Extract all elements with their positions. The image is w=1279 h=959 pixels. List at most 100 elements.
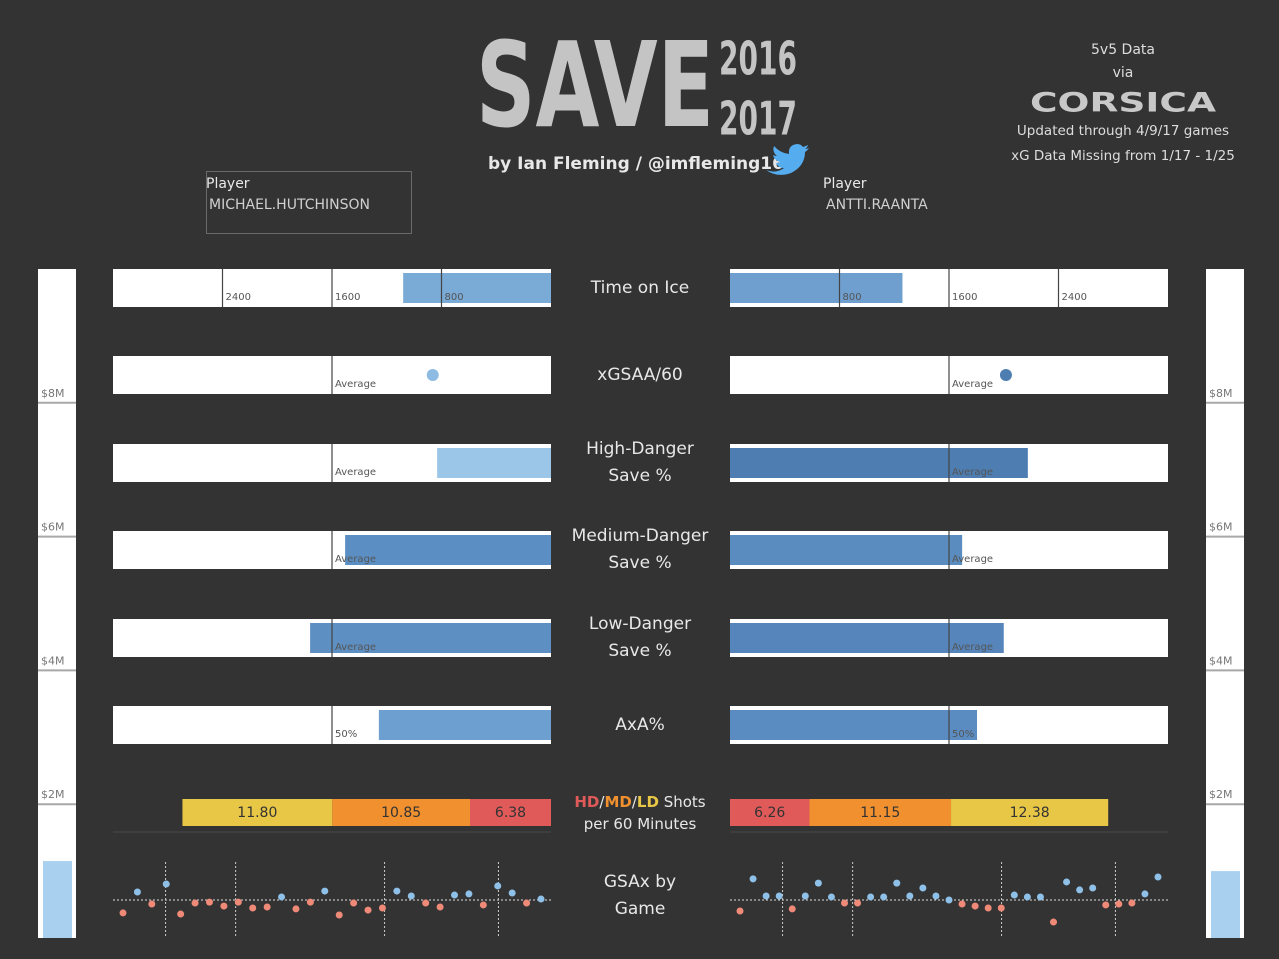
game-dot	[436, 903, 444, 911]
bar-segment	[332, 799, 471, 826]
game-dot	[148, 900, 156, 908]
game-dot	[1063, 878, 1071, 886]
game-dot	[292, 905, 300, 913]
game-dot	[827, 893, 835, 901]
game-dot	[1154, 873, 1162, 881]
metric-title: AxA%	[615, 714, 665, 735]
y-tick-label: $8M	[1209, 387, 1233, 400]
game-dot	[177, 910, 185, 918]
metric-title: HD/MD/LD Shots per 60 Minutes	[560, 789, 720, 837]
y-tick-label: $2M	[41, 788, 65, 801]
logo-title: SAVE	[476, 16, 714, 154]
value-label: 11.15	[860, 805, 900, 821]
y-tick-label: $6M	[1209, 521, 1233, 534]
game-dot	[119, 909, 127, 917]
game-dot	[1023, 893, 1031, 901]
bar	[310, 623, 551, 653]
bar	[403, 273, 551, 303]
legend-name: HD	[574, 793, 600, 811]
source-logo: CORSICA	[1030, 88, 1216, 119]
bar	[378, 710, 551, 740]
game-dot	[762, 892, 770, 900]
game-dot	[523, 899, 531, 907]
dot	[426, 369, 439, 381]
game-dot	[350, 899, 358, 907]
player-name[interactable]: ANTTI.RAANTA	[826, 197, 928, 213]
game-dot	[1102, 901, 1110, 909]
game-dot	[205, 898, 213, 906]
game-dot	[880, 893, 888, 901]
game-dot	[364, 906, 372, 914]
metric-title: High-Danger Save %	[586, 439, 694, 486]
panel	[1206, 269, 1244, 938]
metric-title: Low-Danger Save %	[588, 614, 692, 661]
game-dot	[801, 892, 809, 900]
value-label: 6.26	[754, 805, 785, 821]
metric-title: xGSAA/60	[597, 364, 683, 385]
game-dot	[451, 891, 459, 899]
game-dot	[321, 887, 329, 895]
game-dot	[422, 899, 430, 907]
game-dot	[133, 888, 141, 896]
tick-label: 50%	[335, 729, 357, 740]
y-tick-label: $6M	[41, 521, 65, 534]
game-dot	[162, 880, 170, 888]
bar-segment	[809, 799, 952, 826]
tick-label: 1600	[952, 292, 977, 303]
source-note: xG Data Missing from 1/17 - 1/25	[1011, 148, 1235, 164]
game-dot	[736, 907, 744, 915]
game-dot	[1010, 891, 1018, 899]
game-dot	[393, 887, 401, 895]
tick-label: 2400	[1062, 292, 1087, 303]
player-label: Player	[823, 176, 867, 192]
game-dot	[919, 884, 927, 892]
game-dot	[893, 879, 901, 887]
byline: by Ian Fleming / @imfleming16	[488, 154, 784, 174]
game-dot	[263, 903, 271, 911]
game-dot	[1115, 900, 1123, 908]
player-name[interactable]: MICHAEL.HUTCHINSON	[209, 197, 370, 213]
game-dot	[775, 892, 783, 900]
value-label: 10.85	[381, 805, 421, 821]
separator: /	[599, 793, 605, 811]
bar	[730, 623, 1004, 653]
source-line: 5v5 Data	[1091, 42, 1155, 58]
value-label: 6.38	[495, 805, 526, 821]
tick-label: Average	[952, 467, 993, 478]
value-label: 11.80	[237, 805, 277, 821]
y-tick-label: $8M	[41, 387, 65, 400]
game-dot	[407, 892, 415, 900]
game-dot	[1089, 884, 1097, 892]
player-label: Player	[206, 176, 250, 192]
bar-segment	[182, 799, 333, 826]
game-dot	[378, 904, 386, 912]
tick-label: Average	[952, 642, 993, 653]
bar	[437, 448, 551, 478]
bar-segment	[470, 799, 551, 826]
title-text: HD/MD/LD Shots per 60 Minutes	[560, 791, 720, 835]
game-dot	[249, 904, 257, 912]
game-dot	[932, 892, 940, 900]
tick-label: Average	[952, 379, 993, 390]
tick-label: Average	[335, 554, 376, 565]
bar	[1211, 871, 1240, 938]
y-tick-label: $4M	[1209, 654, 1233, 667]
game-dot	[854, 899, 862, 907]
source-line: via	[1113, 65, 1134, 81]
bar	[43, 861, 72, 938]
bar	[730, 710, 978, 740]
game-dot	[788, 905, 796, 913]
twitter-icon	[766, 144, 809, 175]
game-dot	[945, 896, 953, 904]
legend-name: LD	[636, 793, 659, 811]
player-select-box[interactable]	[206, 171, 412, 234]
tick-label: Average	[335, 642, 376, 653]
game-dot	[1050, 918, 1057, 926]
game-dot	[984, 904, 992, 912]
tick-label: 800	[445, 292, 464, 303]
game-dot	[1076, 886, 1084, 894]
game-dot	[997, 904, 1005, 912]
source-note: Updated through 4/9/17 games	[1017, 123, 1229, 139]
metric-title: Medium-Danger Save %	[571, 526, 709, 573]
separator: /	[631, 793, 637, 811]
